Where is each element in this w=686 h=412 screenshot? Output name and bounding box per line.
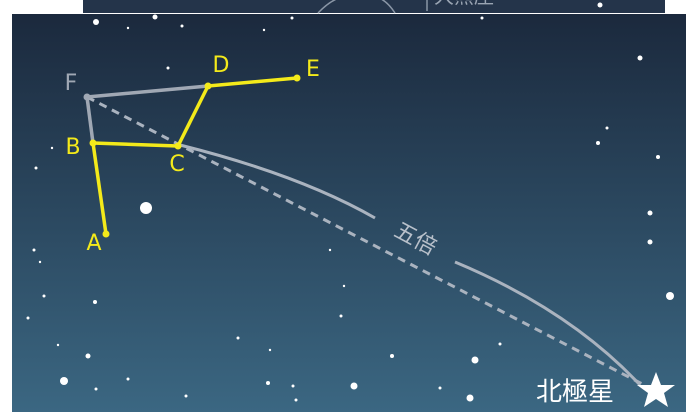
- point-f: [84, 94, 91, 101]
- point-label: C: [169, 152, 184, 177]
- point-label: F: [65, 71, 78, 96]
- pole-star-label: 北極星: [536, 378, 614, 408]
- top-panel: [83, 0, 665, 13]
- point-label: E: [306, 57, 320, 82]
- sky: [12, 14, 686, 412]
- point-label: D: [213, 53, 230, 78]
- point-label: A: [86, 231, 101, 256]
- constellation-label: 大熊座: [434, 0, 494, 8]
- star-chart: 大熊座 五倍 A B C D E F 北極星: [0, 0, 686, 412]
- point-label: B: [65, 135, 80, 160]
